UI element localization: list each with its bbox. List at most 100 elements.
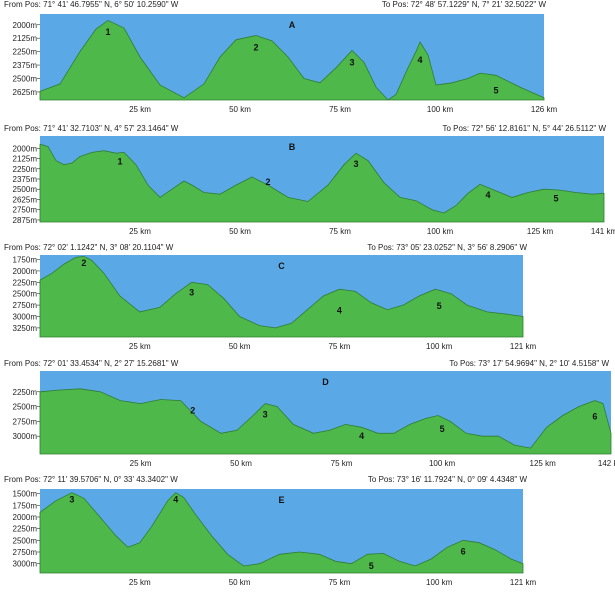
x-tick-label: 75 km — [331, 459, 353, 468]
x-tick-label: 121 km — [510, 578, 537, 587]
y-tick-label: 2125m — [13, 155, 38, 164]
peak-label: 1 — [105, 27, 110, 37]
peak-label: 3 — [69, 494, 74, 504]
elevation-profile-chart: 1750m 2000m 2250m 2500m 2750m 3000m 3250m 25 km… — [13, 255, 537, 351]
from-position: From Pos: 71° 41' 46.7955" N, 6° 50' 10.… — [4, 0, 179, 9]
x-tick-label: 100 km — [427, 105, 454, 114]
from-position: From Pos: 72° 02' 1.1242" N, 3° 08' 20.1… — [4, 243, 174, 252]
x-tick-label: 25 km — [129, 342, 151, 351]
y-tick-label: 2500m — [13, 536, 38, 545]
terrain-series — [39, 19, 545, 101]
y-tick-label: 1500m — [13, 490, 38, 499]
y-tick-label: 2125m — [13, 34, 38, 43]
y-tick-label: 3000m — [13, 432, 38, 441]
y-tick-label: 3000m — [13, 313, 38, 322]
peak-label: 3 — [349, 57, 354, 67]
x-tick-label: 25 km — [129, 105, 151, 114]
peak-label: 3 — [263, 410, 268, 420]
x-tick-label: 50 km — [229, 342, 251, 351]
terrain-series — [39, 388, 612, 455]
y-tick-label: 2000m — [13, 144, 38, 153]
x-tick-label: 75 km — [328, 342, 350, 351]
peak-label: 2 — [265, 177, 270, 187]
y-tick-label: 2375m — [13, 61, 38, 70]
y-tick-label: 2250m — [13, 388, 38, 397]
profile-title: A — [289, 20, 296, 30]
profile-panel-b: From Pos: 71° 41' 32.7103" N, 4° 57' 23.… — [0, 124, 615, 242]
x-tick-label: 142 km — [598, 459, 615, 468]
y-tick-label: 2500m — [13, 75, 38, 84]
peak-label: 3 — [353, 159, 358, 169]
x-tick-label: 125 km — [530, 459, 557, 468]
peak-label: 4 — [417, 55, 422, 65]
x-tick-label: 50 km — [229, 105, 251, 114]
profile-panel-c: From Pos: 72° 02' 1.1242" N, 3° 08' 20.1… — [0, 243, 615, 361]
profile-panel-e: From Pos: 72° 11' 39.5706" N, 0° 33' 43.… — [0, 475, 615, 593]
peak-label: 2 — [253, 42, 258, 52]
y-tick-label: 3250m — [13, 324, 38, 333]
y-tick-label: 2875m — [13, 216, 38, 225]
elevation-profile-chart: 1500m 1750m 2000m 2250m 2500m 2750m 3000m 25 km… — [13, 489, 537, 587]
y-tick-label: 2250m — [13, 165, 38, 174]
x-tick-label: 141 km — [591, 227, 615, 236]
to-position: To Pos: 73° 16' 11.7924" N, 0° 09' 4.434… — [367, 475, 527, 484]
x-tick-label: 75 km — [329, 105, 351, 114]
y-tick-label: 1750m — [13, 256, 38, 265]
profile-title: D — [322, 377, 329, 387]
y-tick-label: 2250m — [13, 48, 38, 57]
y-tick-label: 2250m — [13, 525, 38, 534]
profile-title: E — [278, 495, 284, 505]
y-tick-label: 2500m — [13, 403, 38, 412]
y-tick-label: 2750m — [13, 301, 38, 310]
peak-label: 6 — [461, 547, 466, 557]
elevation-profile-chart: 2250m 2500m 2750m 3000m 25 km 50 km 75 km 100 k… — [13, 371, 615, 468]
to-position: To Pos: 72° 56' 12.8161" N, 5° 44' 26.51… — [442, 124, 606, 133]
x-tick-label: 25 km — [129, 578, 151, 587]
x-tick-label: 100 km — [426, 578, 453, 587]
y-tick-label: 2000m — [13, 21, 38, 30]
y-tick-label: 2000m — [13, 513, 38, 522]
peak-label: 5 — [553, 193, 558, 203]
profile-title: B — [289, 142, 296, 152]
y-tick-label: 2500m — [13, 290, 38, 299]
y-tick-label: 2000m — [13, 267, 38, 276]
y-tick-label: 2500m — [13, 185, 38, 194]
x-tick-label: 50 km — [230, 459, 252, 468]
profile-panel-a: From Pos: 71° 41' 46.7955" N, 6° 50' 10.… — [0, 0, 615, 118]
peak-label: 4 — [337, 306, 342, 316]
profile-panel-d: From Pos: 72° 01' 33.4534" N, 2° 27' 15.… — [0, 359, 615, 477]
from-position: From Pos: 72° 11' 39.5706" N, 0° 33' 43.… — [4, 475, 178, 484]
y-tick-label: 2250m — [13, 278, 38, 287]
peak-label: 4 — [359, 431, 364, 441]
elevation-profile-chart: 2000m 2125m 2250m 2375m 2500m 2625m 25 km 50 km… — [13, 14, 557, 114]
to-position: To Pos: 73° 05' 23.0252" N, 3° 56' 8.290… — [367, 243, 527, 252]
profile-title: C — [278, 261, 285, 271]
peak-label: 1 — [117, 157, 122, 167]
y-tick-label: 2625m — [13, 88, 38, 97]
x-tick-label: 50 km — [229, 227, 251, 236]
terrain-series — [39, 143, 605, 223]
x-tick-label: 25 km — [130, 459, 152, 468]
x-tick-label: 100 km — [427, 227, 454, 236]
x-tick-label: 25 km — [129, 227, 151, 236]
y-tick-label: 3000m — [13, 560, 38, 569]
peak-label: 5 — [493, 85, 498, 95]
x-tick-label: 75 km — [329, 227, 351, 236]
peak-label: 5 — [440, 424, 445, 434]
x-tick-label: 75 km — [328, 578, 350, 587]
to-position: To Pos: 73° 17' 54.9694" N, 2° 10' 4.515… — [449, 359, 609, 368]
from-position: From Pos: 72° 01' 33.4534" N, 2° 27' 15.… — [4, 359, 179, 368]
peak-label: 2 — [190, 406, 195, 416]
y-tick-label: 2750m — [13, 548, 38, 557]
peak-label: 6 — [592, 411, 597, 421]
peak-label: 2 — [81, 258, 86, 268]
y-tick-label: 2750m — [13, 206, 38, 215]
peak-label: 5 — [369, 561, 374, 571]
x-tick-label: 50 km — [229, 578, 251, 587]
x-tick-label: 121 km — [510, 342, 537, 351]
to-position: To Pos: 72° 48' 57.1229" N, 7° 21' 32.50… — [381, 0, 546, 9]
y-tick-label: 2750m — [13, 417, 38, 426]
x-tick-label: 100 km — [426, 342, 453, 351]
peak-label: 4 — [485, 190, 490, 200]
